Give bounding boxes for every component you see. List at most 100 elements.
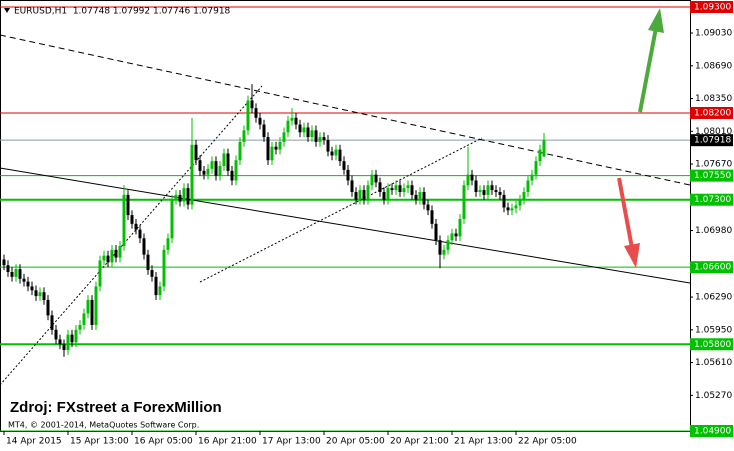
candle-body [150,270,154,277]
candle-body [342,161,346,170]
candle-body [70,334,74,343]
candle-body [422,192,426,205]
candle-body [526,180,530,193]
candle-body [34,290,38,297]
candle-body [522,192,526,200]
arrow-up [638,8,664,113]
level-label: 1.05800 [694,340,731,350]
candle-body [254,108,258,118]
candle-body [466,174,470,186]
candle-body [534,161,538,175]
candle-body [190,144,194,205]
copyright: MT4, © 2001-2014, MetaQuotes Software Co… [8,421,199,430]
candle-body [542,140,546,157]
level-box [690,1,733,13]
y-tick-label: 1.09030 [695,29,732,39]
candle-body [362,190,366,200]
candle-body [50,315,54,330]
candle-body [122,194,126,246]
level-label: 1.07918 [694,136,731,146]
candle-body [14,269,18,277]
channel-line [199,137,483,283]
x-tick-label: 20 Apr 05:00 [326,437,385,447]
candle-body [506,207,510,211]
candle-body [226,153,230,171]
candle-body [454,233,458,237]
arrow-down [617,177,640,268]
candle-body [186,188,190,205]
candle-body [398,185,402,193]
candle-body [538,149,542,162]
candle-body [282,132,286,142]
candle-body [18,269,22,279]
candle-body [322,137,326,140]
candle-body [302,127,306,133]
level-box [690,338,733,351]
candle-body [498,192,502,195]
candle-body [374,174,378,183]
candle-body [446,240,450,250]
x-tick-label: 17 Apr 13:00 [262,437,321,447]
x-tick-label: 22 Apr 05:00 [518,437,577,447]
candle-body [370,174,374,186]
candle-body [338,149,342,162]
candle-body [114,249,118,258]
candle-body [326,139,330,152]
candle-body [154,276,158,296]
trend-line [0,167,691,284]
candle-body [26,281,30,287]
candle-body [382,192,386,200]
candle-body [118,245,122,258]
candle-body [502,194,506,208]
y-tick-label: 1.08350 [695,94,732,104]
y-tick-label: 1.05610 [695,358,732,368]
candle-body [158,286,162,296]
candle-body [238,141,242,161]
candle-body [166,238,170,250]
candle-body [314,130,318,142]
candle-body [214,161,218,176]
y-tick-label: 1.06980 [695,226,732,236]
candle-body [358,190,362,200]
candle-body [402,188,406,193]
level-label: 1.08200 [694,109,731,119]
candle-body [298,124,302,133]
candle-body [318,137,322,142]
candle-body [74,329,78,343]
candle-body [270,146,274,161]
candle-body [138,229,142,239]
level-label: 1.04900 [694,427,731,437]
candle-body [30,286,34,291]
candle-body [82,313,86,325]
candle-body [6,265,10,272]
candle-body [98,260,102,287]
candle-body [170,199,174,239]
candle-body [38,292,42,297]
candle-body [386,188,390,200]
candle-body [462,185,466,219]
candle-body [290,117,294,121]
candle-body [442,249,446,255]
candle-body [146,254,150,271]
y-tick-label: 1.08010 [695,127,732,137]
candle-body [78,325,82,330]
candle-body [110,249,114,263]
candle-body [410,185,414,195]
y-tick-label: 1.05270 [695,391,732,401]
level-box [690,107,733,119]
candle-body [206,168,210,175]
candle-body [242,130,246,142]
candle-body [286,120,290,133]
candle-body [90,299,94,325]
trend-line [0,34,691,186]
candle-body [218,166,222,176]
y-tick-label: 1.08690 [695,61,732,71]
x-tick-label: 20 Apr 21:00 [390,437,449,447]
candle-body [426,204,430,211]
candle-body [354,192,358,200]
level-box [690,134,733,147]
candle-body [474,180,478,193]
candle-body [434,223,438,241]
candle-body [334,149,338,156]
